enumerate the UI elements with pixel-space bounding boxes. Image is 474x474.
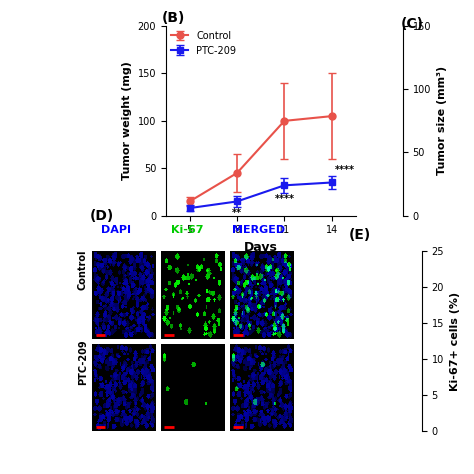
Text: PTC-209: PTC-209 <box>78 340 88 385</box>
Text: ****: **** <box>335 165 355 175</box>
Text: **: ** <box>232 208 242 218</box>
Y-axis label: Tumor weight (mg): Tumor weight (mg) <box>122 62 132 180</box>
Legend: Control, PTC-209: Control, PTC-209 <box>171 31 236 56</box>
Text: (C): (C) <box>401 17 424 31</box>
Text: Ki-67: Ki-67 <box>171 225 203 235</box>
Text: Control: Control <box>78 250 88 291</box>
X-axis label: Days: Days <box>244 241 278 254</box>
Text: (B): (B) <box>162 11 185 25</box>
Y-axis label: Ki-67+ cells (%): Ki-67+ cells (%) <box>450 292 460 391</box>
Text: (E): (E) <box>348 228 371 242</box>
Text: (D): (D) <box>90 209 114 223</box>
Y-axis label: Tumor size (mm³): Tumor size (mm³) <box>437 66 447 175</box>
Text: ****: **** <box>274 194 294 204</box>
Text: DAPI: DAPI <box>101 225 131 235</box>
Text: MERGED: MERGED <box>232 225 285 235</box>
